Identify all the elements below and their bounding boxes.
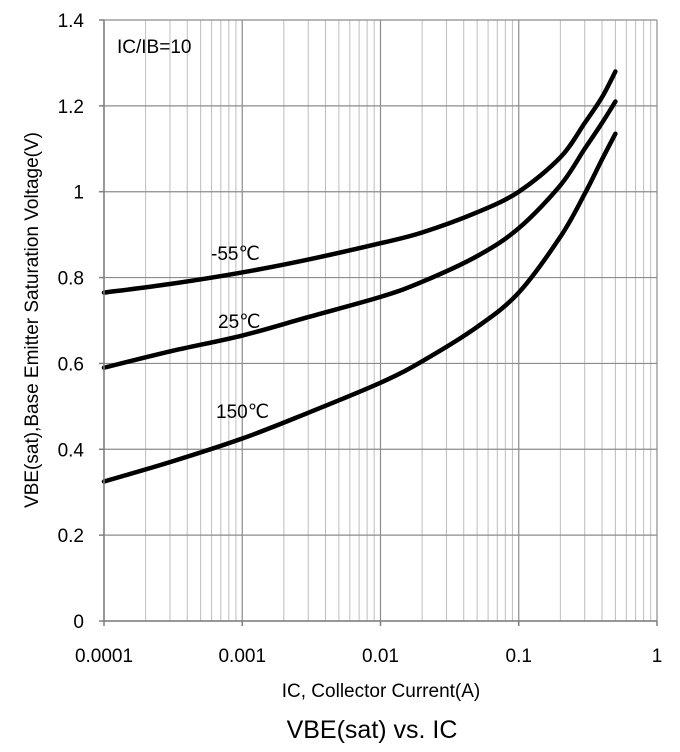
y-tick-labels: 0 0.2 0.4 0.6 0.8 1 1.2 1.4 [58, 11, 85, 633]
y-tick-label: 0.2 [58, 526, 84, 547]
axes [99, 19, 658, 626]
x-tick-labels: 0.0001 0.001 0.01 0.1 1 [75, 646, 662, 667]
series-line-25 [101, 99, 618, 370]
y-tick-label: 0.6 [58, 354, 84, 375]
x-tick-label: 0.01 [362, 646, 399, 667]
y-tick-label: 0.4 [58, 440, 85, 461]
y-axis-title: VBE(sat),Base Emitter Saturation Voltage… [22, 132, 43, 508]
annotation-ic-ib: IC/IB=10 [117, 37, 191, 58]
series-label-150: 150℃ [216, 402, 269, 423]
x-tick-label: 0.0001 [75, 646, 133, 667]
y-tick-label: 0 [73, 612, 84, 633]
grid [103, 19, 658, 622]
series-label-25: 25℃ [218, 312, 260, 333]
y-tick-label: 1.2 [58, 97, 84, 118]
y-tick-label: 1.4 [58, 11, 85, 32]
series-lines [101, 69, 618, 484]
y-tick-label: 1 [73, 183, 84, 204]
series-label-minus55: -55℃ [211, 244, 260, 265]
x-tick-label: 0.001 [218, 646, 266, 667]
x-axis-title: IC, Collector Current(A) [282, 681, 481, 702]
series-line-150 [101, 131, 618, 484]
series-line-minus55 [101, 69, 618, 295]
x-tick-label: 1 [652, 646, 663, 667]
chart-caption: VBE(sat) vs. IC [287, 716, 458, 744]
y-tick-label: 0.8 [58, 269, 84, 290]
x-tick-label: 0.1 [506, 646, 532, 667]
